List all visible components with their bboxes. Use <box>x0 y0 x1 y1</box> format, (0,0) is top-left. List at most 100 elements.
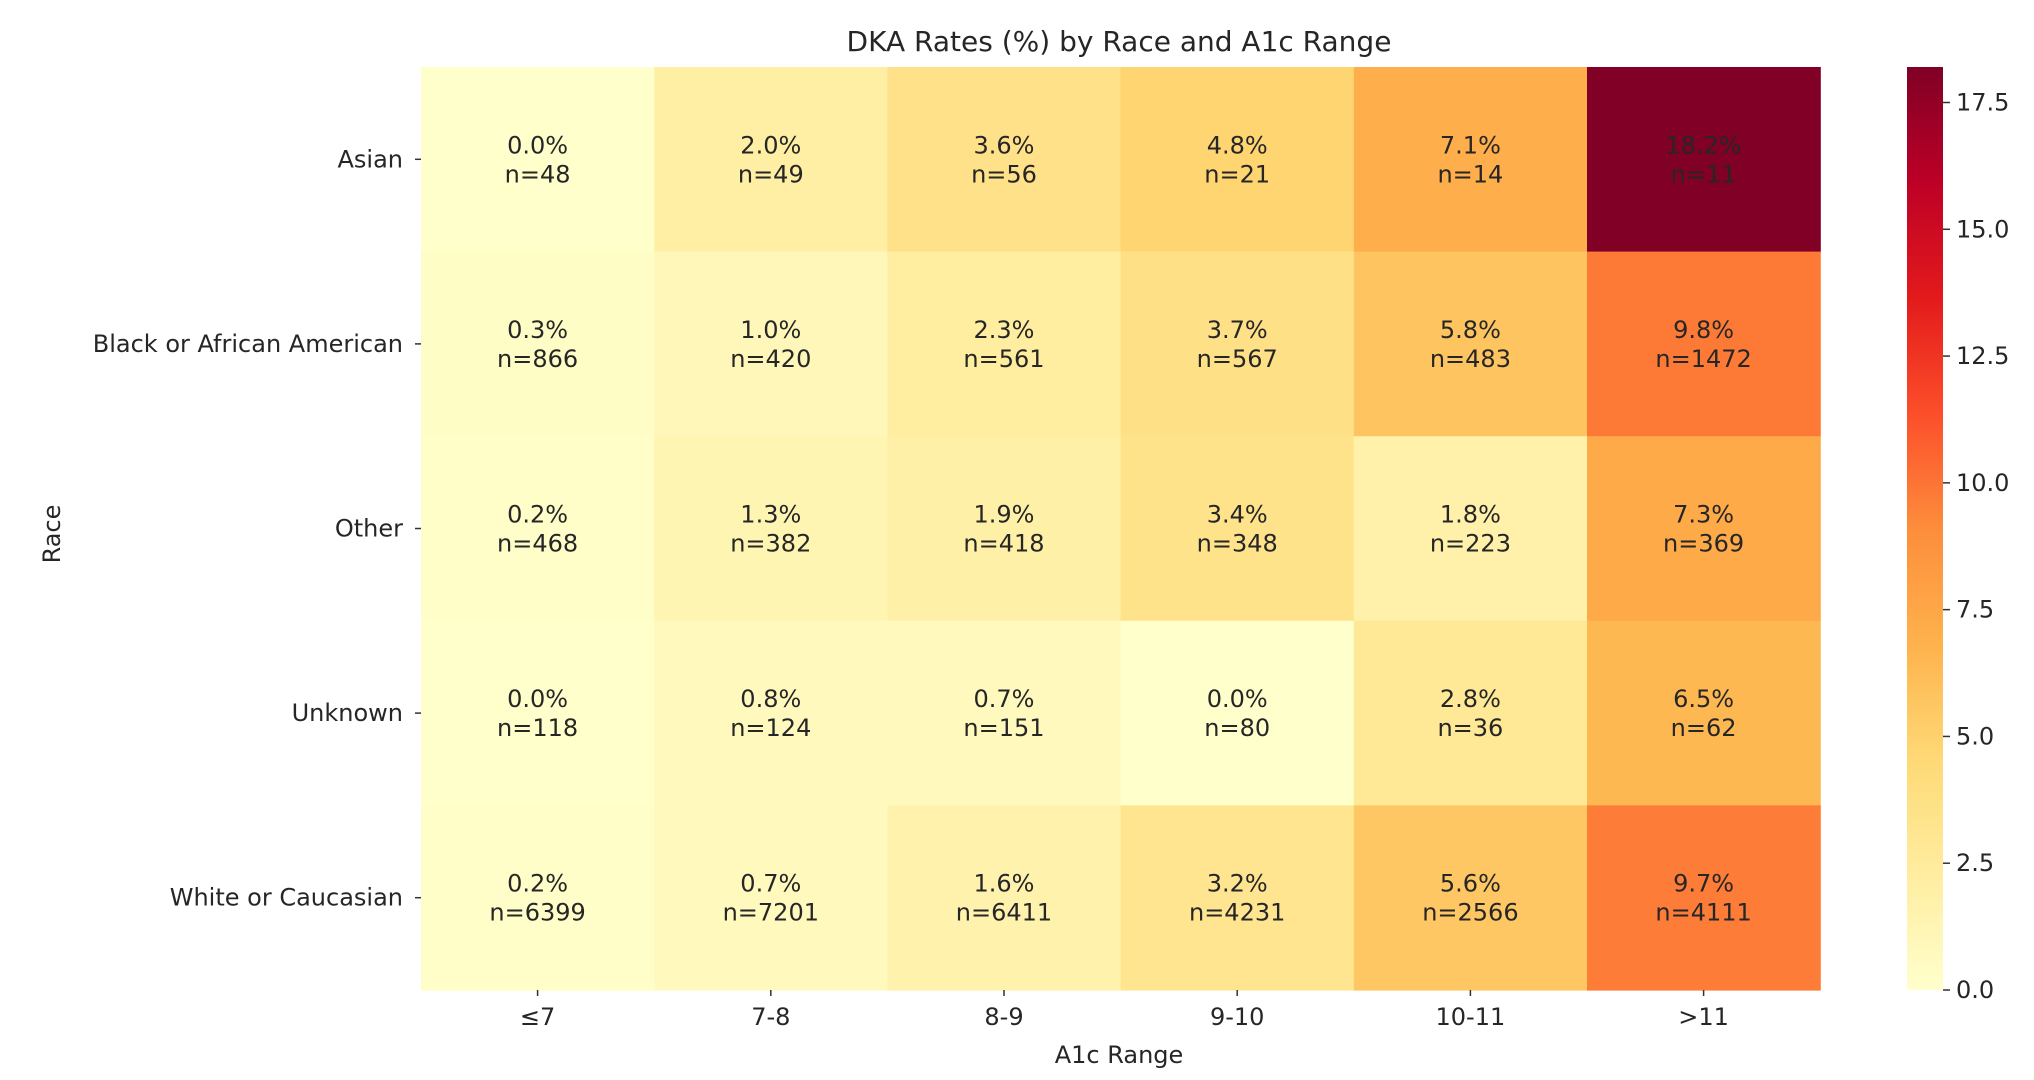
cell-n-label: n=468 <box>497 530 578 558</box>
cell-value-label: 4.8% <box>1207 131 1268 159</box>
heatmap-cell <box>1353 436 1588 622</box>
cell-value-label: 0.3% <box>507 316 568 344</box>
heatmap-cell <box>654 436 888 622</box>
cell-value-label: 2.3% <box>974 316 1035 344</box>
heatmap-cell <box>1120 251 1355 437</box>
cell-value-label: 1.3% <box>740 501 801 529</box>
cell-value-label: 0.2% <box>507 870 568 898</box>
cell-n-label: n=866 <box>497 345 578 373</box>
x-tick-label: 7-8 <box>751 1003 790 1031</box>
cell-n-label: n=11 <box>1671 160 1737 188</box>
cell-value-label: 0.2% <box>507 501 568 529</box>
cell-n-label: n=382 <box>730 530 811 558</box>
x-tick-label: 8-9 <box>984 1003 1023 1031</box>
heatmap-cell <box>887 251 1122 437</box>
heatmap-cell <box>421 436 655 622</box>
cell-n-label: n=49 <box>738 160 804 188</box>
cell-n-label: n=418 <box>963 530 1044 558</box>
cell-value-label: 18.2% <box>1665 131 1741 159</box>
cell-n-label: n=4111 <box>1655 899 1751 927</box>
cell-n-label: n=80 <box>1204 714 1270 742</box>
cell-value-label: 5.6% <box>1440 870 1501 898</box>
y-axis-label: Race <box>38 505 66 564</box>
heatmap-cell <box>1120 67 1355 253</box>
cell-value-label: 9.7% <box>1673 870 1734 898</box>
heatmap-cell <box>654 620 888 806</box>
cell-n-label: n=48 <box>505 160 571 188</box>
heatmap-cell <box>1353 805 1588 991</box>
chart-title: DKA Rates (%) by Race and A1c Range <box>847 25 1392 58</box>
x-tick-label: ≤7 <box>520 1003 555 1031</box>
cell-n-label: n=483 <box>1430 345 1511 373</box>
cell-n-label: n=124 <box>730 714 811 742</box>
cell-n-label: n=62 <box>1671 714 1737 742</box>
heatmap-cell <box>1587 620 1821 806</box>
cell-value-label: 7.3% <box>1673 501 1734 529</box>
y-tick-label: Black or African American <box>93 330 403 358</box>
colorbar-tick-label: 12.5 <box>1956 342 2009 370</box>
heatmap-cell <box>1587 805 1821 991</box>
heatmap-cell <box>887 436 1122 622</box>
cell-n-label: n=6411 <box>956 899 1052 927</box>
cell-n-label: n=7201 <box>723 899 819 927</box>
cell-value-label: 7.1% <box>1440 131 1501 159</box>
x-tick-label: >11 <box>1678 1003 1729 1031</box>
heatmap-cell <box>654 805 888 991</box>
heatmap-cell <box>1353 251 1588 437</box>
colorbar-ticks: 0.0 2.5 5.0 7.5 10.0 12.5 15.0 17.5 <box>1943 89 2009 1004</box>
heatmap-cell <box>1353 67 1588 253</box>
cell-n-label: n=561 <box>963 345 1044 373</box>
y-tick-label: Other <box>335 515 403 543</box>
heatmap-cells: 0.0%n=482.0%n=493.6%n=564.8%n=217.1%n=14… <box>421 67 1821 991</box>
cell-n-label: n=369 <box>1663 530 1744 558</box>
cell-n-label: n=348 <box>1197 530 1278 558</box>
heatmap-cell <box>421 67 655 253</box>
cell-n-label: n=151 <box>963 714 1044 742</box>
cell-value-label: 6.5% <box>1673 685 1734 713</box>
cell-n-label: n=223 <box>1430 530 1511 558</box>
heatmap-cell <box>1353 620 1588 806</box>
heatmap-cell <box>421 251 655 437</box>
cell-n-label: n=21 <box>1204 160 1270 188</box>
heatmap-cell <box>1120 436 1355 622</box>
y-tick-label: White or Caucasian <box>170 884 403 912</box>
colorbar-tick-label: 10.0 <box>1956 469 2009 497</box>
cell-value-label: 2.0% <box>740 131 801 159</box>
cell-value-label: 1.0% <box>740 316 801 344</box>
cell-value-label: 3.6% <box>974 131 1035 159</box>
cell-value-label: 1.9% <box>974 501 1035 529</box>
cell-n-label: n=36 <box>1437 714 1503 742</box>
cell-n-label: n=14 <box>1437 160 1503 188</box>
heatmap-cell <box>1587 251 1821 437</box>
cell-value-label: 1.8% <box>1440 501 1501 529</box>
heatmap-cell <box>887 805 1122 991</box>
heatmap-cell <box>887 620 1122 806</box>
colorbar-tick-label: 5.0 <box>1956 722 1994 750</box>
colorbar-tick-label: 15.0 <box>1956 215 2009 243</box>
cell-value-label: 9.8% <box>1673 316 1734 344</box>
heatmap-cell <box>421 620 655 806</box>
cell-n-label: n=6399 <box>489 899 585 927</box>
x-tick-label: 9-10 <box>1210 1003 1264 1031</box>
cell-n-label: n=56 <box>971 160 1037 188</box>
cell-n-label: n=567 <box>1197 345 1278 373</box>
colorbar-tick-label: 17.5 <box>1956 89 2009 117</box>
y-tick-labels: Asian Black or African American Other Unkno… <box>93 145 421 912</box>
cell-n-label: n=118 <box>497 714 578 742</box>
heatmap-cell <box>1120 805 1355 991</box>
colorbar-tick-label: 0.0 <box>1956 976 1994 1004</box>
heatmap-cell <box>654 67 888 253</box>
y-tick-label: Asian <box>337 145 403 173</box>
heatmap-cell <box>1120 620 1355 806</box>
cell-n-label: n=420 <box>730 345 811 373</box>
cell-value-label: 0.7% <box>974 685 1035 713</box>
cell-value-label: 0.0% <box>1207 685 1268 713</box>
cell-n-label: n=1472 <box>1655 345 1751 373</box>
heatmap-cell <box>887 67 1122 253</box>
cell-value-label: 0.8% <box>740 685 801 713</box>
colorbar-tick-label: 7.5 <box>1956 596 1994 624</box>
cell-value-label: 5.8% <box>1440 316 1501 344</box>
cell-value-label: 2.8% <box>1440 685 1501 713</box>
heatmap-cell <box>654 251 888 437</box>
